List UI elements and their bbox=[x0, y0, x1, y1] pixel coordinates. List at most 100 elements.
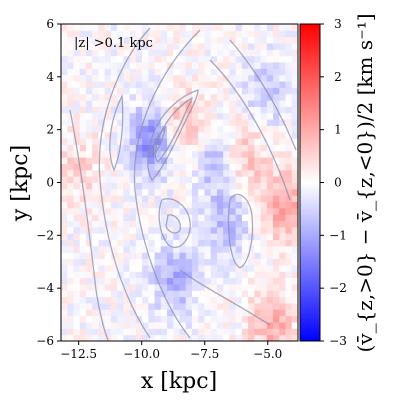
heatmap-cell bbox=[291, 131, 298, 139]
heatmap-cell bbox=[223, 290, 230, 298]
heatmap-cell bbox=[173, 258, 180, 266]
heatmap-cell bbox=[285, 321, 293, 329]
heatmap-cell bbox=[61, 68, 68, 76]
heatmap-cell bbox=[129, 296, 137, 304]
heatmap-cell bbox=[235, 150, 243, 158]
heatmap-cell bbox=[61, 93, 68, 101]
heatmap-cell bbox=[191, 157, 199, 164]
heatmap-cell bbox=[167, 201, 174, 209]
heatmap-cell bbox=[123, 214, 131, 222]
heatmap-cell bbox=[79, 49, 87, 57]
heatmap-cell bbox=[229, 36, 237, 44]
heatmap-cell bbox=[117, 55, 124, 63]
heatmap-cell bbox=[67, 290, 74, 298]
heatmap-cell bbox=[154, 214, 162, 222]
heatmap-cell bbox=[85, 36, 93, 44]
heatmap-cell bbox=[198, 226, 205, 234]
heatmap-cell bbox=[210, 176, 218, 183]
heatmap-cell bbox=[266, 195, 274, 203]
heatmap-cell bbox=[285, 24, 293, 31]
heatmap-cell bbox=[204, 207, 212, 215]
heatmap-cell bbox=[216, 43, 224, 50]
heatmap-cell bbox=[254, 182, 262, 190]
heatmap-cell bbox=[142, 150, 149, 158]
heatmap-cell bbox=[123, 188, 131, 196]
heatmap-cell bbox=[110, 150, 118, 158]
heatmap-cell bbox=[216, 62, 224, 69]
heatmap-cell bbox=[79, 100, 87, 107]
x-axis-label: x [kpc] bbox=[141, 369, 217, 394]
heatmap-cell bbox=[92, 334, 99, 341]
heatmap-cell bbox=[167, 277, 174, 285]
heatmap-cell bbox=[291, 188, 298, 196]
heatmap-cell bbox=[85, 125, 93, 133]
heatmap-cell bbox=[248, 49, 255, 57]
heatmap-cell bbox=[79, 169, 87, 177]
heatmap-cell bbox=[160, 334, 168, 341]
heatmap-cell bbox=[285, 245, 293, 253]
heatmap-cell bbox=[279, 207, 287, 215]
heatmap-cell bbox=[117, 81, 124, 88]
heatmap-cell bbox=[110, 334, 118, 341]
heatmap-cell bbox=[173, 87, 180, 95]
heatmap-cell bbox=[210, 131, 218, 139]
heatmap-cell bbox=[254, 93, 262, 101]
heatmap-cell bbox=[167, 245, 174, 253]
heatmap-cell bbox=[167, 93, 174, 101]
heatmap-cell bbox=[73, 252, 81, 260]
contour-line bbox=[154, 96, 193, 163]
heatmap-cell bbox=[142, 87, 149, 95]
heatmap-cell bbox=[148, 138, 156, 145]
heatmap-cell bbox=[123, 112, 131, 120]
heatmap-cell bbox=[285, 100, 293, 107]
heatmap-cell bbox=[260, 277, 268, 285]
heatmap-cell bbox=[79, 220, 87, 228]
heatmap-cell bbox=[148, 163, 156, 171]
heatmap-cell bbox=[148, 271, 156, 279]
heatmap-cell bbox=[142, 258, 149, 266]
heatmap-cell bbox=[216, 138, 224, 145]
heatmap-cell bbox=[160, 226, 168, 234]
heatmap-cell bbox=[279, 36, 287, 44]
heatmap-cell bbox=[279, 182, 287, 190]
heatmap-cell bbox=[241, 283, 249, 291]
heatmap-cell bbox=[185, 87, 193, 95]
heatmap-cell bbox=[223, 112, 230, 120]
heatmap-cell bbox=[191, 302, 199, 310]
heatmap-cell bbox=[73, 226, 81, 234]
heatmap-cell bbox=[129, 233, 137, 241]
heatmap-cell bbox=[167, 334, 174, 341]
heatmap-cell bbox=[273, 81, 280, 88]
heatmap-cell bbox=[61, 296, 68, 304]
heatmap-cell bbox=[167, 239, 174, 247]
heatmap-cell bbox=[67, 277, 74, 285]
heatmap-cell bbox=[73, 36, 81, 44]
heatmap-cell bbox=[198, 157, 205, 164]
heatmap-cell bbox=[216, 195, 224, 203]
heatmap-cell bbox=[117, 195, 124, 203]
heatmap-cell bbox=[279, 283, 287, 291]
heatmap-cell bbox=[98, 271, 106, 279]
heatmap-cell bbox=[148, 226, 156, 234]
heatmap-cell bbox=[148, 157, 156, 164]
heatmap-cell bbox=[291, 119, 298, 126]
heatmap-cell bbox=[110, 239, 118, 247]
heatmap-cell bbox=[92, 264, 99, 272]
heatmap-cell bbox=[266, 138, 274, 145]
heatmap-cell bbox=[235, 182, 243, 190]
heatmap-cell bbox=[198, 188, 205, 196]
heatmap-cell bbox=[179, 43, 187, 50]
heatmap-cell bbox=[117, 226, 124, 234]
heatmap-cell bbox=[98, 93, 106, 101]
heatmap-cell bbox=[135, 169, 143, 177]
heatmap-cell bbox=[210, 81, 218, 88]
heatmap-cell bbox=[223, 264, 230, 272]
heatmap-cell bbox=[154, 93, 162, 101]
heatmap-cell bbox=[185, 144, 193, 152]
heatmap-cell bbox=[229, 30, 237, 38]
heatmap-cell bbox=[291, 220, 298, 228]
heatmap-cell bbox=[229, 233, 237, 241]
heatmap-cell bbox=[254, 245, 262, 253]
heatmap-cell bbox=[216, 239, 224, 247]
heatmap-cell bbox=[285, 296, 293, 304]
